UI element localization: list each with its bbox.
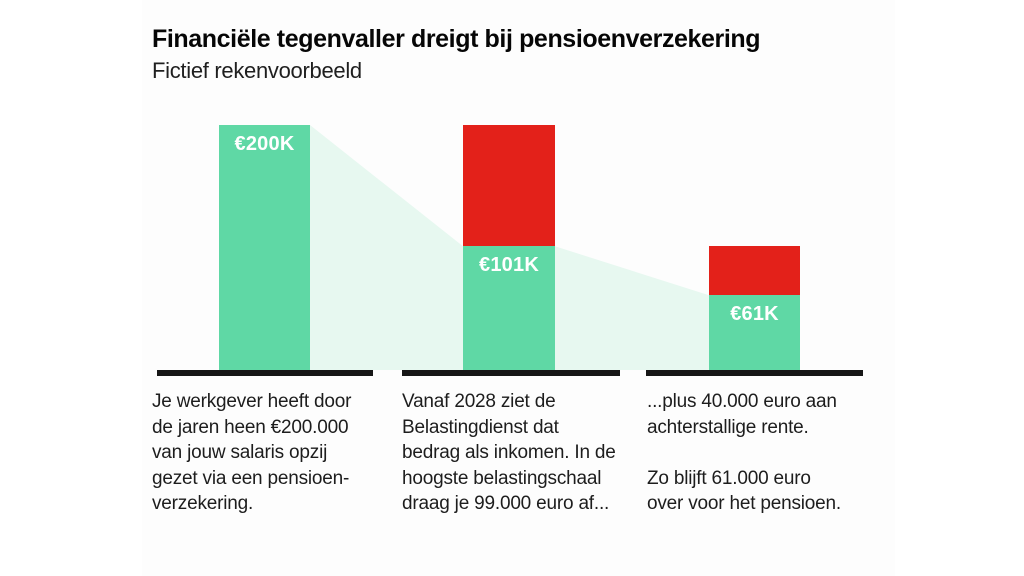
bar-after-interest: €61K [709,246,800,370]
bar-segment-deduction [709,246,800,296]
bar-segment-remaining: €200K [219,125,310,370]
caption-step-2: Vanaf 2028 ziet de Belastingdienst dat b… [402,391,616,514]
bar-value-label: €101K [479,254,539,277]
axis-baseline-1 [157,370,373,376]
bar-value-label: €61K [730,303,779,326]
bar-after-tax: €101K [463,125,555,370]
caption-step-3: ...plus 40.000 euro aan achterstallige r… [647,391,841,514]
bar-pension-total: €200K [219,125,310,370]
bar-segment-deduction [463,125,555,247]
connector-area-1 [310,125,463,370]
connector-area-2 [555,246,709,370]
bar-segment-remaining: €101K [463,246,555,370]
axis-baseline-3 [646,370,863,376]
bar-value-label: €200K [234,133,295,155]
bar-segment-remaining: €61K [709,295,800,370]
chart-subtitle: Fictief rekenvoorbeeld [152,58,362,83]
axis-baseline-2 [402,370,620,376]
chart-title: Financiële tegenvaller dreigt bij pensio… [152,25,761,53]
caption-step-1: Je werkgever heeft door de jaren heen €2… [152,391,352,514]
